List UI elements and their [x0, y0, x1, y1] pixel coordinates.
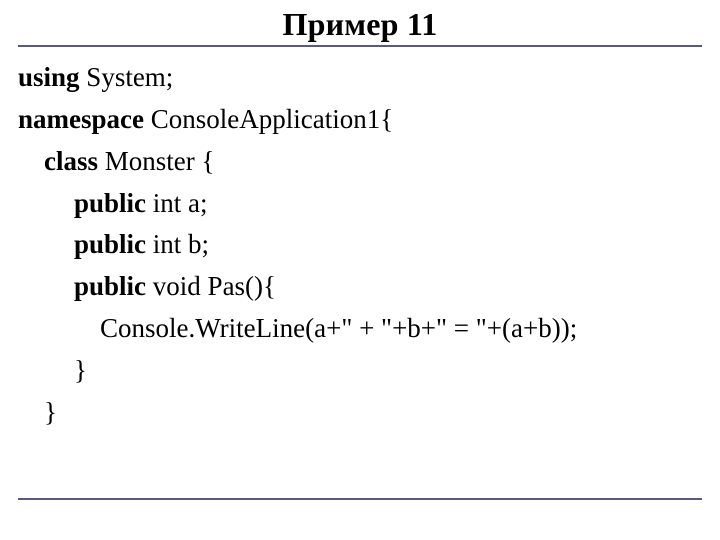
code-line-method: public void Pas(){ — [18, 266, 702, 308]
keyword-namespace: namespace — [18, 104, 144, 134]
code-block: using System; namespace ConsoleApplicati… — [18, 57, 702, 434]
keyword-public-method: public — [74, 271, 146, 301]
keyword-using: using — [18, 62, 80, 92]
keyword-class: class — [44, 146, 98, 176]
code-line-class: class Monster { — [18, 141, 702, 183]
slide: Пример 11 using System; namespace Consol… — [0, 0, 720, 540]
text-writeline: Console.WriteLine(a+" + "+b+" = "+(a+b))… — [100, 313, 577, 343]
text-field-a: int a; — [146, 188, 208, 218]
text-using: System; — [80, 62, 174, 92]
bottom-rule — [18, 498, 702, 500]
keyword-public-b: public — [74, 229, 146, 259]
code-line-close-method: } — [18, 350, 702, 392]
text-class: Monster { — [98, 146, 214, 176]
code-line-writeline: Console.WriteLine(a+" + "+b+" = "+(a+b))… — [18, 308, 702, 350]
code-line-close-class: } — [18, 392, 702, 434]
code-line-field-b: public int b; — [18, 224, 702, 266]
text-namespace: ConsoleApplication1{ — [144, 104, 393, 134]
text-method: void Pas(){ — [146, 271, 276, 301]
text-close-class: } — [44, 397, 57, 427]
code-line-namespace: namespace ConsoleApplication1{ — [18, 99, 702, 141]
code-line-using: using System; — [18, 57, 702, 99]
code-line-field-a: public int a; — [18, 183, 702, 225]
title-rule — [18, 45, 702, 47]
slide-title: Пример 11 — [18, 6, 702, 43]
text-field-b: int b; — [146, 229, 209, 259]
text-close-method: } — [74, 355, 87, 385]
keyword-public-a: public — [74, 188, 146, 218]
